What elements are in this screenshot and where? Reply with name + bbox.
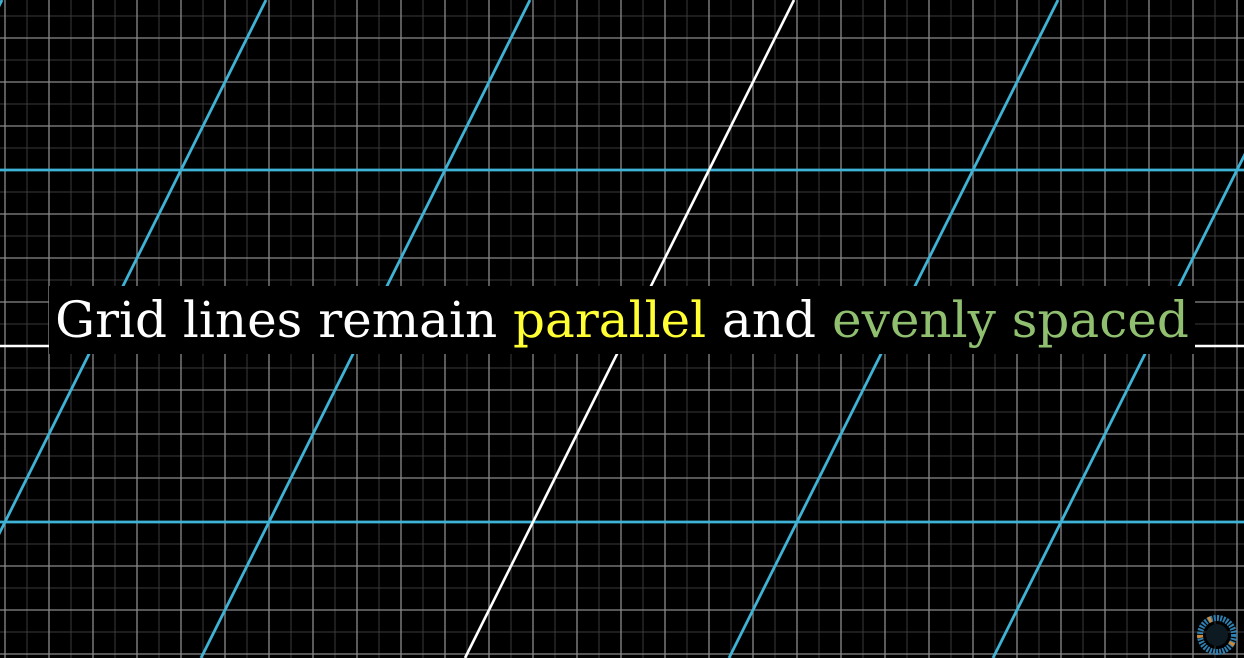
pi-creature-eye-logo-icon — [1197, 615, 1237, 655]
transformed-grid-horizontal-lines — [0, 168, 1244, 524]
